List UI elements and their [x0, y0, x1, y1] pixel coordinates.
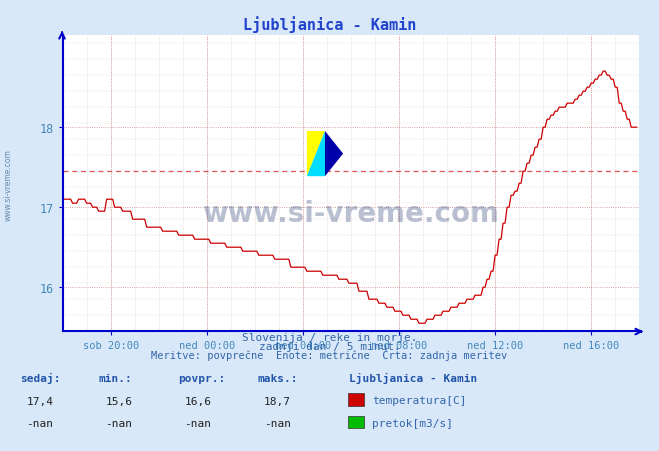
Text: min.:: min.:: [99, 373, 132, 383]
Text: -nan: -nan: [105, 418, 132, 428]
Text: -nan: -nan: [264, 418, 291, 428]
Text: zadnji dan / 5 minut.: zadnji dan / 5 minut.: [258, 341, 401, 351]
Text: 18,7: 18,7: [264, 396, 291, 405]
Text: -nan: -nan: [26, 418, 53, 428]
Text: 17,4: 17,4: [26, 396, 53, 405]
Text: -nan: -nan: [185, 418, 212, 428]
Text: Slovenija / reke in morje.: Slovenija / reke in morje.: [242, 332, 417, 342]
Text: maks.:: maks.:: [257, 373, 297, 383]
Text: www.si-vreme.com: www.si-vreme.com: [3, 149, 13, 221]
Text: temperatura[C]: temperatura[C]: [372, 395, 467, 405]
Text: 15,6: 15,6: [105, 396, 132, 405]
Text: sedaj:: sedaj:: [20, 372, 60, 383]
Text: Ljubljanica - Kamin: Ljubljanica - Kamin: [349, 372, 478, 383]
Text: Meritve: povprečne  Enote: metrične  Črta: zadnja meritev: Meritve: povprečne Enote: metrične Črta:…: [152, 349, 507, 360]
Text: povpr.:: povpr.:: [178, 373, 225, 383]
Text: www.si-vreme.com: www.si-vreme.com: [202, 199, 500, 227]
Text: Ljubljanica - Kamin: Ljubljanica - Kamin: [243, 16, 416, 32]
Text: pretok[m3/s]: pretok[m3/s]: [372, 418, 453, 428]
Text: 16,6: 16,6: [185, 396, 212, 405]
